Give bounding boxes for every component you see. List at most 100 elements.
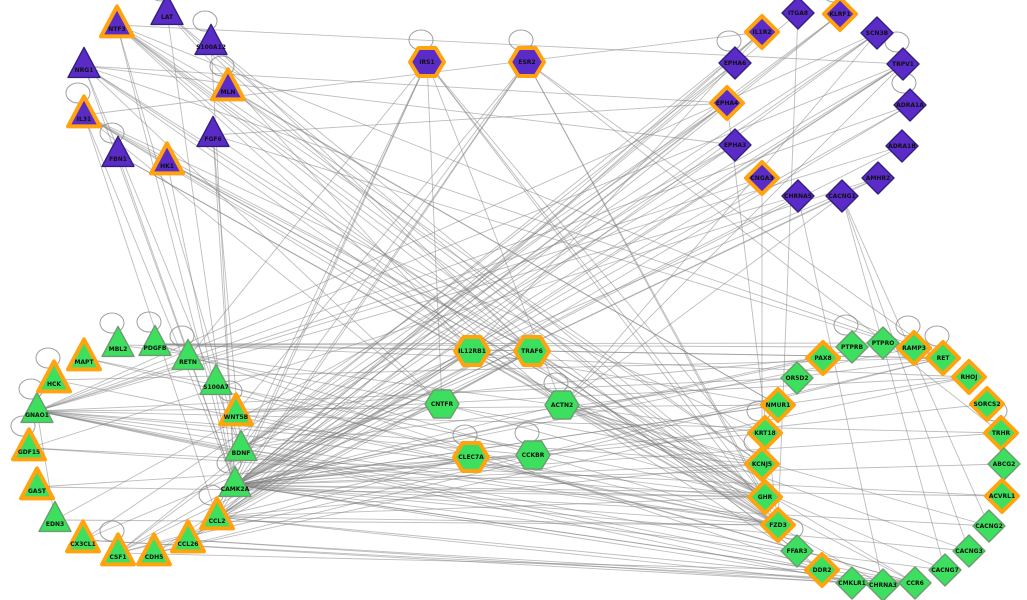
edge: [234, 31, 763, 486]
triangle-node-shape: [66, 94, 102, 129]
diamond-node-shape: [804, 552, 840, 588]
node-CMKLR1[interactable]: CMKLR1: [835, 566, 869, 600]
node-LAT[interactable]: LAT: [150, 0, 184, 26]
edge: [216, 516, 916, 584]
diamond-node-shape: [898, 566, 932, 600]
node-KLRF1[interactable]: KLRF1: [822, 0, 858, 32]
triangle-node-shape: [38, 500, 72, 533]
diamond-node-shape: [747, 479, 783, 515]
edge: [212, 134, 944, 359]
node-CHRNA3[interactable]: CHRNA3: [866, 568, 900, 600]
triangle-node-shape: [65, 519, 101, 554]
edge: [117, 31, 763, 554]
edge: [166, 161, 236, 486]
edge: [187, 350, 533, 541]
node-GAST[interactable]: GAST: [19, 466, 55, 501]
node-ADRA1A[interactable]: ADRA1A: [893, 88, 927, 122]
edge: [561, 404, 763, 465]
node-SORCS2[interactable]: SORCS2: [969, 386, 1005, 422]
node-ACVRL1[interactable]: ACVRL1: [984, 478, 1020, 514]
edge: [240, 403, 443, 450]
node-OR5D2[interactable]: OR5D2: [780, 361, 814, 395]
triangle-node-shape: [218, 392, 254, 427]
node-RHOJ[interactable]: RHOJ: [951, 359, 987, 395]
edge: [187, 357, 763, 465]
edge: [36, 410, 916, 584]
edge: [234, 63, 904, 486]
edge: [234, 144, 736, 486]
diamond-node-shape: [825, 179, 859, 213]
diamond-node-shape: [984, 478, 1020, 514]
edge: [54, 519, 779, 526]
diamond-node-shape: [709, 85, 745, 121]
node-CNGA3[interactable]: CNGA3: [744, 160, 780, 196]
edge: [154, 343, 853, 348]
node-AMHR2[interactable]: AMHR2: [861, 161, 895, 195]
edge: [83, 114, 473, 352]
edge: [240, 177, 879, 450]
node-CACNG3[interactable]: CACNG3: [952, 534, 986, 568]
self-loop-edge: [35, 347, 61, 369]
node-IL1R2[interactable]: IL1R2: [744, 14, 780, 50]
edge: [227, 87, 763, 465]
diamond-node-shape: [860, 16, 894, 50]
hexagon-node-shape: [513, 335, 551, 367]
diamond-node-shape: [780, 534, 814, 568]
edge: [82, 539, 916, 584]
hexagon-node-shape: [508, 46, 546, 78]
node-NTF3[interactable]: NTF3: [99, 4, 135, 39]
diamond-node-shape: [718, 46, 752, 80]
edge: [561, 195, 843, 406]
edge: [36, 410, 823, 571]
node-CX3CL1[interactable]: CX3CL1: [65, 519, 101, 554]
node-TRAF6[interactable]: TRAF6: [513, 335, 551, 367]
node-CACNG7[interactable]: CACNG7: [928, 553, 962, 587]
node-IRS1[interactable]: IRS1: [408, 46, 446, 78]
hexagon-node-shape: [453, 335, 491, 367]
edge: [234, 432, 1002, 486]
node-PDGFB[interactable]: PDGFB: [138, 324, 172, 357]
edge: [36, 404, 779, 412]
node-NRG1[interactable]: NRG1: [67, 46, 101, 79]
node-ABCG2[interactable]: ABCG2: [987, 447, 1021, 481]
triangle-node-shape: [150, 0, 184, 26]
node-MBL2[interactable]: MBL2: [101, 325, 135, 358]
triangle-node-shape: [100, 532, 136, 567]
edge: [234, 432, 766, 486]
edge: [777, 12, 799, 526]
edge: [116, 24, 944, 359]
node-CCKBR[interactable]: CCKBR: [515, 440, 551, 470]
edge: [216, 350, 473, 518]
node-CCL26[interactable]: CCL26: [170, 519, 206, 554]
node-BDNF[interactable]: BDNF: [224, 429, 258, 462]
node-CLEC7A[interactable]: CLEC7A: [452, 441, 490, 473]
diamond-node-shape: [952, 534, 986, 568]
node-IL31[interactable]: IL31: [66, 94, 102, 129]
node-SCN3B[interactable]: SCN3B: [860, 16, 894, 50]
self-loop-edge: [209, 55, 235, 77]
node-EDN3[interactable]: EDN3: [38, 500, 72, 533]
edge: [526, 61, 779, 526]
node-HCK[interactable]: HCK: [36, 359, 72, 394]
node-CACNG2[interactable]: CACNG2: [972, 509, 1006, 543]
edge: [212, 134, 236, 486]
node-RET[interactable]: RET: [925, 340, 961, 376]
node-FGF6[interactable]: FGF6: [196, 115, 230, 148]
node-CSF1[interactable]: CSF1: [100, 532, 136, 567]
diamond-node-shape: [805, 340, 841, 376]
node-CCR6[interactable]: CCR6: [898, 566, 932, 600]
node-TRHR[interactable]: TRHR: [983, 415, 1019, 451]
node-CACNG1[interactable]: CACNG1: [825, 179, 859, 213]
node-ADRA1B[interactable]: ADRA1B: [885, 129, 919, 163]
edge: [83, 357, 766, 498]
edge: [187, 539, 916, 584]
node-ESR2[interactable]: ESR2: [508, 46, 546, 78]
node-EPHA3[interactable]: EPHA3: [718, 128, 752, 162]
node-MAPT[interactable]: MAPT: [66, 337, 102, 372]
edge: [117, 350, 473, 554]
node-IL12RB1[interactable]: IL12RB1: [453, 335, 491, 367]
self-loop-edge: [169, 325, 195, 347]
node-ITGA8[interactable]: ITGA8: [781, 0, 815, 30]
edge: [36, 410, 766, 498]
